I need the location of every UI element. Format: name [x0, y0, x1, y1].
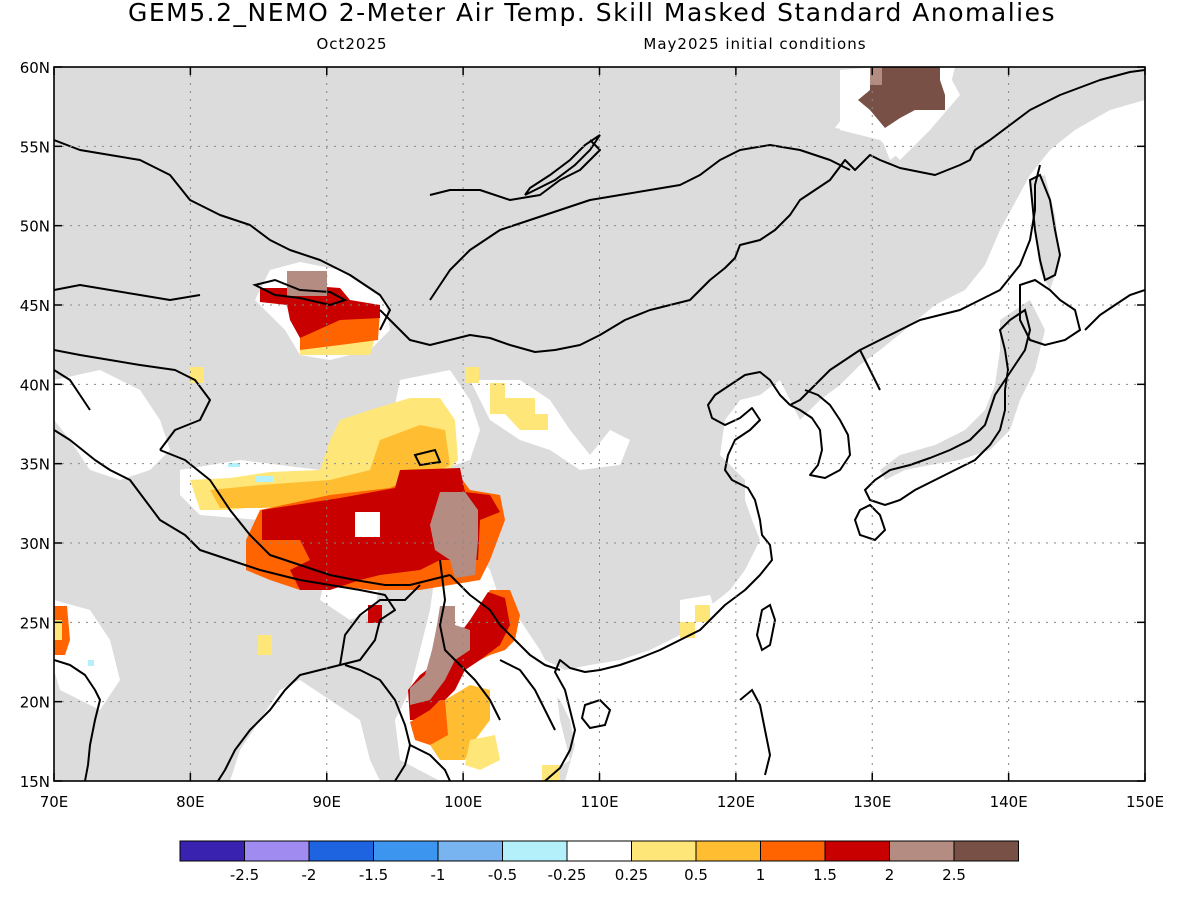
anomaly-yellow-1 — [190, 367, 204, 383]
masked-land-sakhalin — [1030, 175, 1060, 290]
anomaly-tibet-orange-light — [210, 425, 450, 508]
map-area — [54, 67, 1145, 781]
valid-month-label: Oct2025 — [316, 35, 387, 53]
anomaly-cyan-2 — [228, 463, 240, 467]
colorbar-label: -2 — [302, 866, 317, 884]
lon-tick-label: 140E — [990, 793, 1028, 811]
colorbar-label: -1.5 — [359, 866, 388, 884]
anomaly-qinghai-brown — [430, 492, 478, 578]
colorbar-label: 0.5 — [684, 866, 708, 884]
colorbar-label: -2.5 — [230, 866, 259, 884]
anomaly-india-yellow — [54, 620, 62, 640]
lon-tick-label: 100E — [444, 793, 482, 811]
lat-tick-label: 55N — [20, 138, 50, 156]
colorbar-label: 1.5 — [813, 866, 837, 884]
colorbar-swatch — [824, 840, 890, 862]
lat-tick-label: 15N — [20, 773, 50, 791]
colorbar-swatch — [631, 840, 697, 862]
lat-tick-label: 25N — [20, 614, 50, 632]
anomaly-yellow-6 — [542, 765, 560, 781]
lat-tick-label: 30N — [20, 535, 50, 553]
lon-tick-label: 80E — [176, 793, 205, 811]
lon-tick-label: 150E — [1126, 793, 1164, 811]
anomaly-yellow-4 — [258, 635, 272, 655]
longitude-axis: 70E 80E 90E 100E 110E 120E 130E 140E 150E — [40, 67, 1164, 811]
lat-tick-label: 60N — [20, 59, 50, 77]
colorbar-label: 0.25 — [615, 866, 648, 884]
lat-tick-label: 20N — [20, 694, 50, 712]
map-title: GEM5.2_NEMO 2-Meter Air Temp. Skill Mask… — [128, 0, 1056, 27]
anomaly-cyan-3 — [88, 660, 94, 666]
anomaly-yellow-5 — [680, 605, 710, 638]
colorbar: -2.5 -2 -1.5 -1 -0.5 -0.25 0.25 0.5 1 1.5 2 2.5 — [179, 840, 1019, 884]
colorbar-swatch — [308, 840, 374, 862]
grid-lines — [54, 67, 1145, 781]
lon-tick-label: 90E — [312, 793, 341, 811]
colorbar-swatch — [244, 840, 310, 862]
lon-tick-label: 110E — [580, 793, 618, 811]
colorbar-label: -0.5 — [488, 866, 517, 884]
anomaly-yellow-2 — [465, 367, 479, 383]
colorbar-swatch — [502, 840, 568, 862]
colorbar-swatch — [566, 840, 632, 862]
lat-tick-label: 45N — [20, 297, 50, 315]
coastlines-borders — [54, 69, 1145, 781]
colorbar-label: 1 — [756, 866, 766, 884]
anomaly-tibet-hole — [355, 512, 380, 537]
lon-tick-label: 130E — [853, 793, 891, 811]
anomaly-kazakh-red — [260, 285, 380, 338]
lakes-outline — [252, 134, 601, 467]
colorbar-swatch — [889, 840, 955, 862]
lat-tick-label: 35N — [20, 456, 50, 474]
colorbar-label: 2.5 — [942, 866, 966, 884]
colorbar-swatch — [373, 840, 439, 862]
lat-tick-label: 50N — [20, 218, 50, 236]
colorbar-swatch — [953, 840, 1019, 862]
anomaly-yellow-3 — [490, 383, 548, 430]
anomaly-myanmar-brown — [410, 606, 470, 705]
colorbar-label: -0.25 — [548, 866, 587, 884]
anomaly-red-spot — [368, 605, 382, 623]
colorbar-swatch — [179, 840, 245, 862]
anomaly-indochina-lightyellow — [465, 735, 500, 770]
lon-tick-label: 120E — [717, 793, 755, 811]
colorbar-swatch — [437, 840, 503, 862]
anomaly-cyan-1 — [255, 476, 273, 482]
japan-outline — [853, 173, 1145, 542]
init-conditions-label: May2025 initial conditions — [643, 35, 866, 53]
colorbar-label: 2 — [885, 866, 895, 884]
colorbar-swatch — [760, 840, 826, 862]
colorbar-swatch — [695, 840, 761, 862]
latitude-axis: 60N 55N 50N 45N 40N 35N 30N 25N 20N 15N — [20, 59, 1145, 791]
lat-tick-label: 40N — [20, 376, 50, 394]
colorbar-label: -1 — [431, 866, 446, 884]
anomaly-indochina-yellow — [430, 685, 490, 760]
anomaly-tiles — [54, 67, 945, 781]
lon-tick-label: 70E — [40, 793, 69, 811]
